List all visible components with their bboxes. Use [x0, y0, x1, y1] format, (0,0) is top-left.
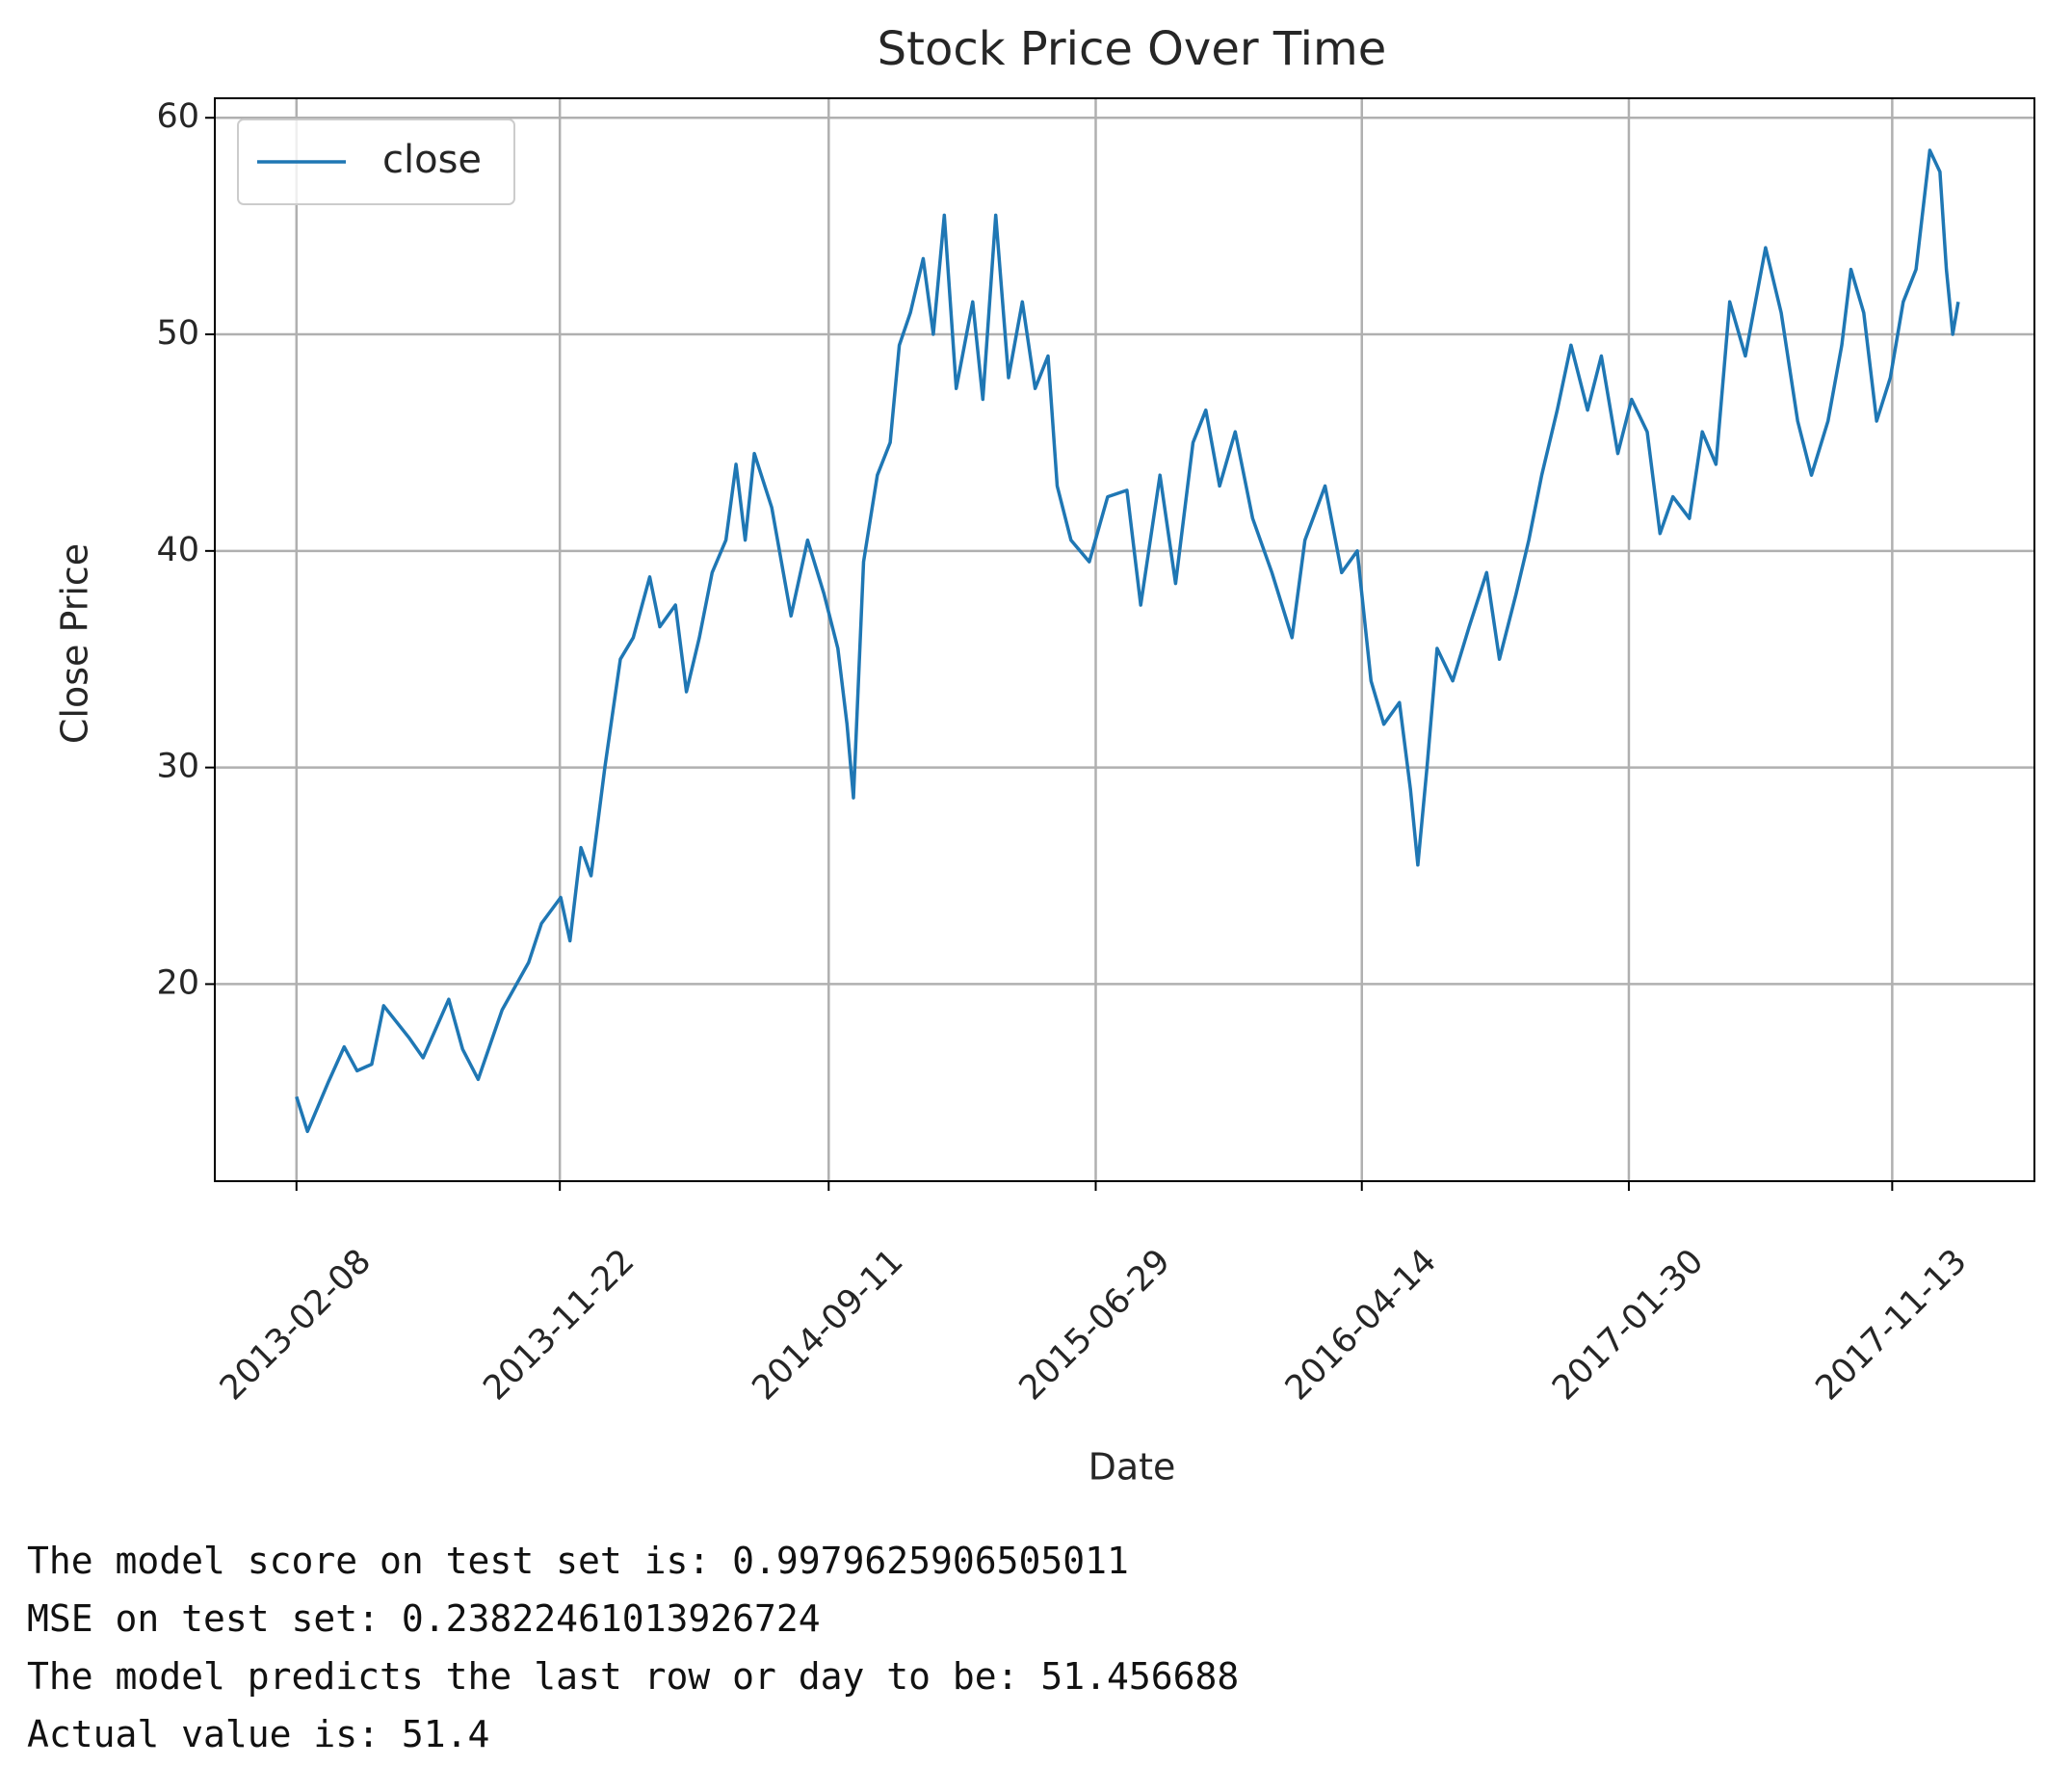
console-line: MSE on test set: 0.23822461013926724 [27, 1597, 821, 1640]
y-tick-label: 40 [156, 531, 199, 569]
y-tick-label: 60 [156, 97, 199, 136]
x-tick-label: 2017-11-13 [1809, 1242, 1975, 1408]
y-tick-label: 20 [156, 963, 199, 1002]
y-tick-label: 50 [156, 314, 199, 353]
x-tick-label: 2013-11-22 [476, 1242, 642, 1408]
console-line: Actual value is: 51.4 [27, 1713, 490, 1755]
y-tick-label: 30 [156, 748, 199, 786]
chart: Stock Price Over Time Date Close Price 2… [54, 22, 2035, 1489]
x-tick-label: 2017-01-30 [1545, 1242, 1711, 1408]
legend-label: close [382, 138, 482, 182]
x-tick-label: 2016-04-14 [1278, 1242, 1444, 1408]
plot-frame [214, 97, 2035, 1182]
y-axis-label: Close Price [54, 543, 96, 744]
legend-box [237, 119, 515, 205]
data-line [295, 148, 1960, 1134]
console-line: The model score on test set is: 0.997962… [27, 1540, 1129, 1582]
console-line: The model predicts the last row or day t… [27, 1655, 1240, 1698]
x-tick-label: 2014-09-11 [746, 1242, 911, 1408]
console-output: The model score on test set is: 0.997962… [27, 1532, 1239, 1763]
x-axis-label: Date [1088, 1446, 1176, 1489]
x-tick-label: 2013-02-08 [213, 1242, 379, 1408]
x-tick-label: 2015-06-29 [1012, 1242, 1178, 1408]
chart-title: Stock Price Over Time [878, 22, 1387, 76]
